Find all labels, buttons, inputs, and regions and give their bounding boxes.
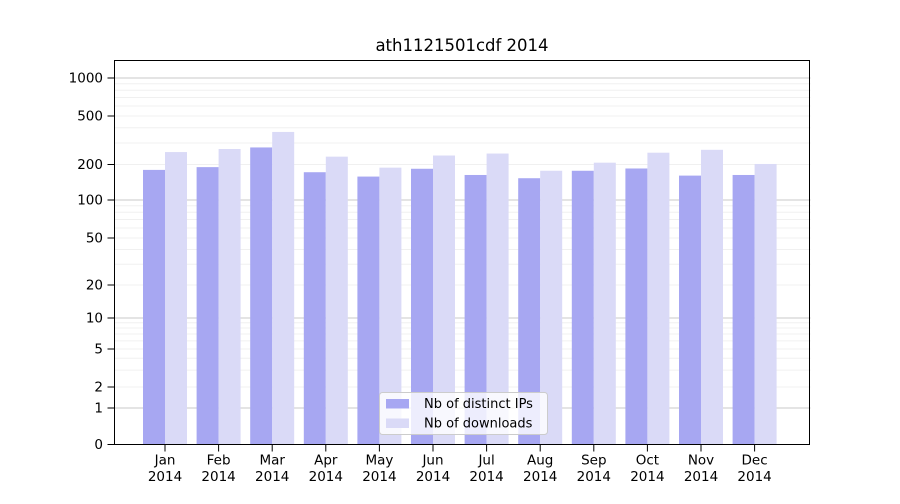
- x-tick-label-year: 2014: [577, 469, 611, 485]
- bar-nb-of-distinct-ips-apr: [303, 172, 326, 445]
- bar-nb-of-downloads-sep: [593, 162, 616, 445]
- x-tick-label-year: 2014: [255, 469, 289, 485]
- x-tick-label-year: 2014: [362, 469, 396, 485]
- bar-nb-of-downloads-oct: [647, 152, 670, 445]
- legend-box: [379, 392, 548, 435]
- y-tick-label: 200: [77, 157, 103, 173]
- legend-swatch-distinct-ips: [386, 399, 409, 409]
- bar-nb-of-downloads-jan: [165, 152, 187, 445]
- legend-swatch-downloads: [386, 418, 409, 428]
- x-tick-label-year: 2014: [630, 469, 664, 485]
- y-tick-label: 1: [94, 401, 103, 417]
- bar-nb-of-downloads-mar: [272, 131, 295, 445]
- y-tick-label: 0: [94, 437, 103, 453]
- bar-nb-of-distinct-ips-sep: [571, 170, 594, 445]
- x-tick-label-month: Jan: [154, 453, 176, 469]
- y-tick-label: 10: [86, 311, 103, 327]
- x-tick-label-month: Feb: [207, 453, 231, 469]
- y-tick-label: 100: [77, 193, 103, 209]
- bar-nb-of-downloads-jun: [433, 155, 455, 445]
- x-tick-label-month: Nov: [688, 453, 714, 469]
- chart-title: ath1121501cdf 2014: [375, 36, 548, 55]
- x-tick-label-month: Dec: [742, 453, 768, 469]
- x-tick-label-month: Aug: [527, 453, 553, 469]
- bar-nb-of-downloads-jul: [486, 153, 509, 445]
- x-tick-label-month: Jul: [477, 453, 494, 469]
- bar-nb-of-distinct-ips-jun: [411, 168, 433, 445]
- bar-groups: [143, 131, 777, 445]
- y-tick-label: 50: [86, 231, 103, 247]
- y-tick-label: 5: [94, 342, 103, 358]
- x-tick-label-year: 2014: [737, 469, 771, 485]
- y-tick-label: 500: [77, 109, 103, 125]
- bar-nb-of-distinct-ips-dec: [732, 174, 755, 445]
- axis-ticks: 01251020501002005001000Jan2014Feb2014Mar…: [69, 71, 772, 486]
- x-tick-label-month: Sep: [581, 453, 606, 469]
- x-tick-label-month: Jun: [421, 453, 443, 469]
- bar-nb-of-distinct-ips-oct: [625, 168, 648, 445]
- x-tick-label-month: Apr: [314, 453, 338, 469]
- y-tick-label: 1000: [69, 71, 103, 87]
- x-tick-label-year: 2014: [148, 469, 182, 485]
- bar-nb-of-distinct-ips-mar: [250, 147, 273, 445]
- bar-nb-of-distinct-ips-may: [357, 176, 380, 445]
- x-tick-label-year: 2014: [523, 469, 557, 485]
- plot-frame: [114, 60, 810, 445]
- x-tick-label-year: 2014: [684, 469, 718, 485]
- bar-nb-of-downloads-aug: [540, 170, 563, 445]
- y-tick-label: 2: [94, 380, 103, 396]
- legend-label-downloads: Nb of downloads: [424, 417, 533, 432]
- x-tick-label-month: Mar: [259, 453, 285, 469]
- bar-nb-of-distinct-ips-jul: [464, 174, 487, 445]
- bar-nb-of-distinct-ips-nov: [679, 175, 701, 445]
- x-tick-label-year: 2014: [201, 469, 235, 485]
- x-tick-label-month: May: [365, 453, 393, 469]
- bar-nb-of-downloads-may: [379, 167, 402, 445]
- bar-nb-of-downloads-apr: [325, 156, 348, 445]
- bar-nb-of-downloads-nov: [701, 149, 723, 445]
- legend-label-distinct-ips: Nb of distinct IPs: [424, 397, 533, 412]
- bar-nb-of-downloads-dec: [754, 163, 777, 445]
- x-tick-label-month: Oct: [636, 453, 659, 469]
- y-tick-label: 20: [86, 278, 103, 294]
- bar-nb-of-distinct-ips-jan: [143, 169, 165, 445]
- x-tick-label-year: 2014: [416, 469, 450, 485]
- bar-nb-of-distinct-ips-aug: [518, 178, 541, 445]
- x-tick-label-year: 2014: [309, 469, 343, 485]
- legend: Nb of distinct IPs Nb of downloads: [379, 392, 548, 435]
- bar-nb-of-distinct-ips-feb: [196, 167, 219, 445]
- bar-nb-of-downloads-feb: [218, 149, 241, 445]
- x-tick-label-year: 2014: [469, 469, 503, 485]
